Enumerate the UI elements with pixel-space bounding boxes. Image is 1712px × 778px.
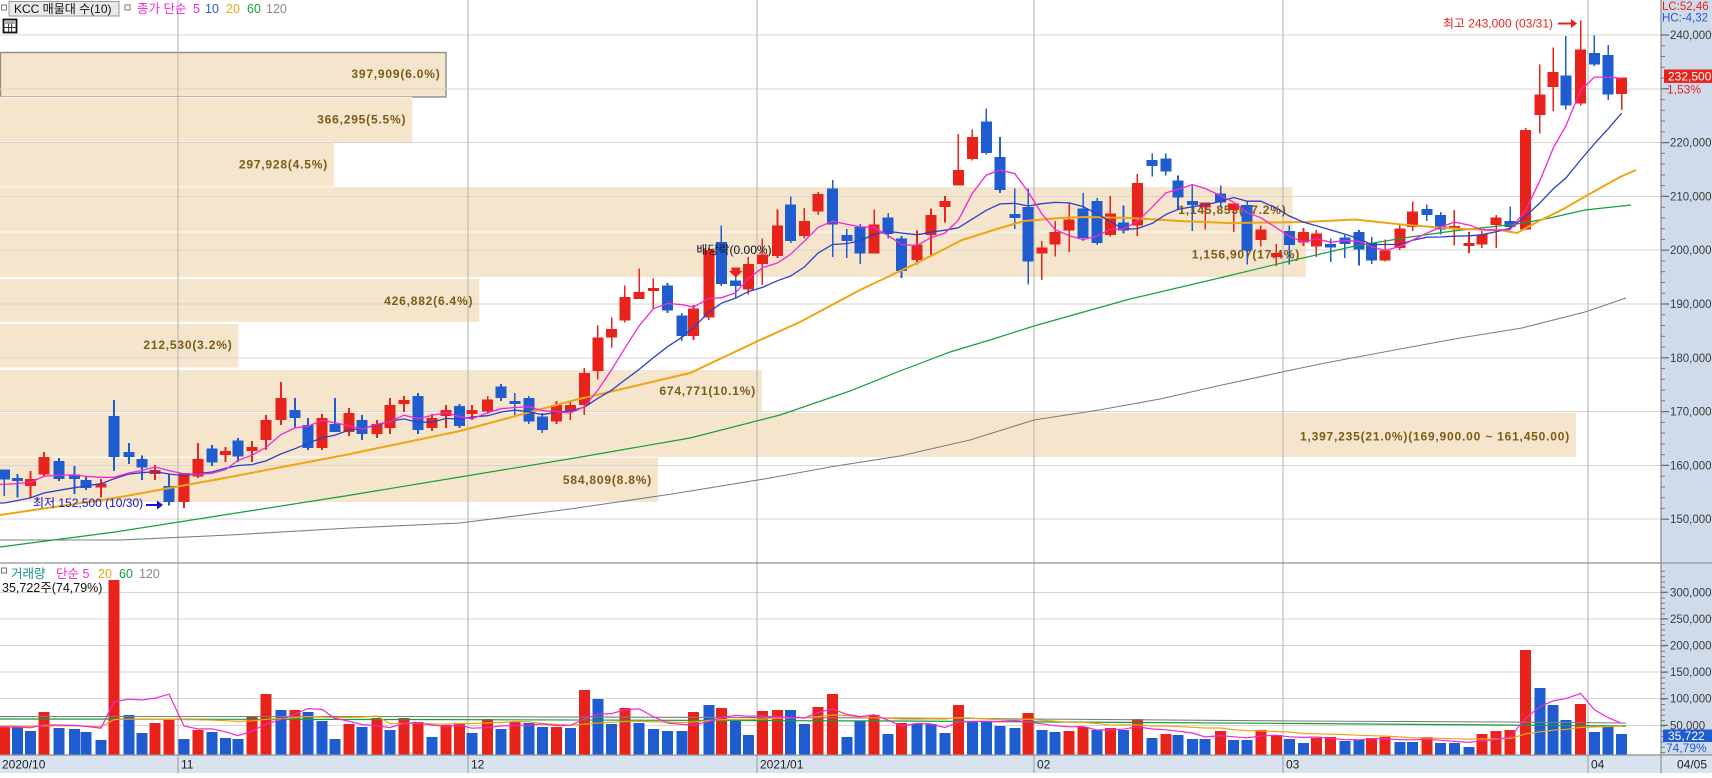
svg-text:210,000: 210,000 <box>1670 191 1712 203</box>
svg-text:212,530(3.2%): 212,530(3.2%) <box>143 338 232 352</box>
svg-text:150,000: 150,000 <box>1670 667 1712 679</box>
svg-text:35,722: 35,722 <box>1668 729 1705 743</box>
svg-text:200,000: 200,000 <box>1670 245 1712 257</box>
svg-text:160,000: 160,000 <box>1670 460 1712 472</box>
svg-text:단순 5: 단순 5 <box>56 567 89 581</box>
svg-text:2021/01: 2021/01 <box>760 758 804 772</box>
svg-text:KCC 매물대 수(10): KCC 매물대 수(10) <box>14 2 112 16</box>
svg-text:10: 10 <box>205 2 219 16</box>
svg-text:LC:52,46: LC:52,46 <box>1662 1 1709 13</box>
svg-text:100,000: 100,000 <box>1670 694 1712 706</box>
svg-text:60: 60 <box>247 2 261 16</box>
svg-text:50,000: 50,000 <box>1670 720 1705 732</box>
svg-text:20: 20 <box>98 567 112 581</box>
svg-text:20: 20 <box>226 2 240 16</box>
svg-text:HC:-4,32: HC:-4,32 <box>1662 13 1708 25</box>
svg-text:최저 152,500 (10/30): 최저 152,500 (10/30) <box>33 496 143 510</box>
svg-text:220,000: 220,000 <box>1670 138 1712 150</box>
svg-text:11: 11 <box>181 758 194 772</box>
svg-text:120: 120 <box>139 567 160 581</box>
svg-text:240,000: 240,000 <box>1670 30 1712 42</box>
svg-text:366,295(5.5%): 366,295(5.5%) <box>317 113 406 127</box>
svg-text:5: 5 <box>193 2 200 16</box>
svg-text:120: 120 <box>266 2 287 16</box>
svg-text:02: 02 <box>1037 758 1051 772</box>
svg-text:거래량: 거래량 <box>11 567 46 581</box>
svg-text:180,000: 180,000 <box>1670 353 1712 365</box>
svg-text:170,000: 170,000 <box>1670 407 1712 419</box>
svg-text:74,79%: 74,79% <box>1666 741 1707 755</box>
svg-text:12: 12 <box>471 758 485 772</box>
svg-text:584,809(8.8%): 584,809(8.8%) <box>563 473 652 487</box>
svg-text:190,000: 190,000 <box>1670 299 1712 311</box>
svg-text:232,500: 232,500 <box>1668 70 1712 84</box>
svg-text:300,000: 300,000 <box>1670 587 1712 599</box>
svg-text:674,771(10.1%): 674,771(10.1%) <box>659 384 756 398</box>
svg-text:250,000: 250,000 <box>1670 614 1712 626</box>
svg-text:426,882(6.4%): 426,882(6.4%) <box>384 294 473 308</box>
svg-text:2020/10: 2020/10 <box>2 758 46 772</box>
svg-text:최고 243,000 (03/31): 최고 243,000 (03/31) <box>1443 17 1553 31</box>
svg-text:04/05: 04/05 <box>1677 758 1707 772</box>
svg-text:297,928(4.5%): 297,928(4.5%) <box>239 158 328 172</box>
svg-text:종가 단순: 종가 단순 <box>137 2 186 16</box>
svg-text:04: 04 <box>1591 758 1605 772</box>
svg-text:397,909(6.0%): 397,909(6.0%) <box>351 67 440 81</box>
svg-text:03: 03 <box>1286 758 1300 772</box>
svg-text:배당락(0.00%): 배당락(0.00%) <box>696 243 771 257</box>
svg-text:150,000: 150,000 <box>1670 514 1712 526</box>
svg-text:60: 60 <box>119 567 133 581</box>
svg-text:1,397,235(21.0%)(169,900.00 ~: 1,397,235(21.0%)(169,900.00 ~ 161,450.00… <box>1300 430 1570 444</box>
svg-text:1,156,907(17.4%): 1,156,907(17.4%) <box>1192 248 1300 262</box>
svg-text:200,000: 200,000 <box>1670 641 1712 653</box>
svg-text:1,53%: 1,53% <box>1667 83 1701 97</box>
svg-text:35,722주(74,79%): 35,722주(74,79%) <box>2 581 102 595</box>
